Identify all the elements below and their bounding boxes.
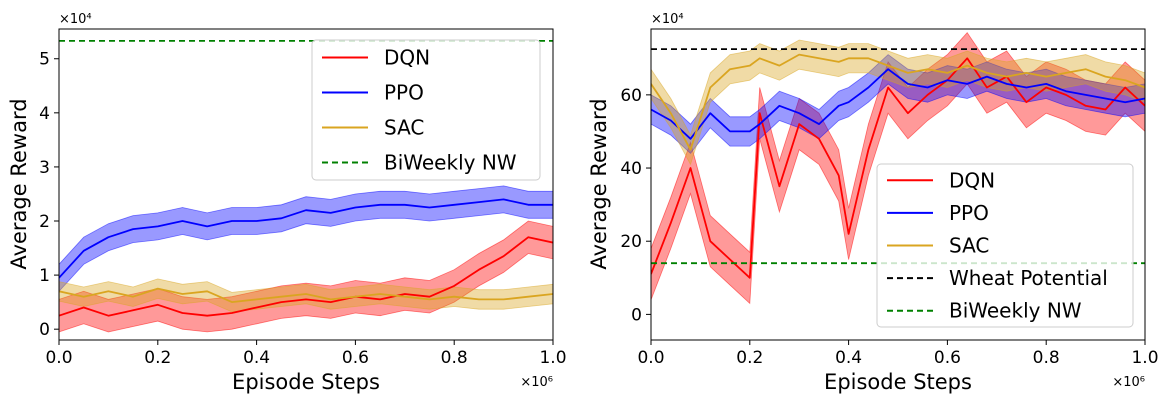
series-line-ppo — [651, 68, 1145, 140]
x-tick-label: 0.0 — [637, 348, 664, 368]
left-y-axis-label: Average Reward — [7, 98, 31, 269]
y-tick-label: 1 — [39, 266, 50, 286]
series-band-ppo — [651, 54, 1145, 154]
y-tick-label: 60 — [620, 86, 642, 106]
x-tick-label: 0.6 — [934, 348, 961, 368]
y-tick-label: 0 — [39, 320, 50, 340]
series-line-dqn — [59, 236, 553, 317]
left-x-multiplier: ×10⁶ — [520, 375, 553, 390]
x-tick-label: 0.0 — [45, 348, 72, 368]
right-plot-frame — [650, 28, 1146, 341]
legend-label-wheat: Wheat Potential — [949, 266, 1108, 290]
legend-label-biweekly: BiWeekly NW — [949, 299, 1082, 323]
y-tick-label: 0 — [631, 305, 642, 325]
left-y-multiplier: ×10⁴ — [59, 12, 92, 27]
series-band-sac — [651, 39, 1145, 166]
legend-label-sac: SAC — [949, 234, 989, 258]
series-band-sac — [59, 278, 553, 313]
y-tick-label: 5 — [39, 50, 50, 70]
y-tick-label: 40 — [620, 159, 642, 179]
legend-label-biweekly: BiWeekly NW — [384, 151, 517, 175]
x-tick-label: 0.6 — [342, 348, 369, 368]
series-line-ppo — [59, 198, 553, 279]
series-line-sac — [59, 287, 553, 304]
y-tick-label: 2 — [39, 212, 50, 232]
right-y-multiplier: ×10⁴ — [651, 12, 684, 27]
right-x-multiplier: ×10⁶ — [1112, 375, 1145, 390]
legend-box — [876, 163, 1134, 328]
right-y-axis-label: Average Reward — [587, 98, 611, 269]
legend-label-ppo: PPO — [384, 81, 424, 105]
series-line-sac — [651, 53, 1145, 151]
x-tick-label: 0.8 — [1033, 348, 1060, 368]
y-tick-label: 4 — [39, 104, 50, 124]
legend-label-dqn: DQN — [384, 46, 430, 70]
left-plot-frame — [58, 28, 554, 341]
right-x-axis-label: Episode Steps — [824, 370, 972, 394]
legend-label-dqn: DQN — [949, 168, 995, 192]
x-tick-label: 0.8 — [441, 348, 468, 368]
legend-label-sac: SAC — [384, 116, 424, 140]
x-tick-label: 0.4 — [243, 348, 270, 368]
x-tick-label: 0.2 — [736, 348, 763, 368]
x-tick-label: 1.0 — [1131, 348, 1158, 368]
x-tick-label: 1.0 — [539, 348, 566, 368]
series-band-ppo — [59, 185, 553, 292]
left-x-axis-label: Episode Steps — [232, 370, 380, 394]
series-band-dqn — [651, 32, 1145, 305]
right-chart-panel: 0.0 0.2 0.4 0.6 0.8 1.0 0 20 40 60 ×10⁴ ×10⁶ Epis… — [587, 12, 1159, 394]
left-chart-panel: 0.0 0.2 0.4 0.6 0.8 1.0 0 1 2 3 4 5 ×10⁴ ×10⁶ Episo… — [7, 12, 567, 394]
legend-box — [311, 39, 541, 181]
x-tick-label: 0.2 — [144, 348, 171, 368]
series-line-dqn — [651, 57, 1145, 279]
legend-label-ppo: PPO — [949, 201, 989, 225]
x-tick-label: 0.4 — [835, 348, 862, 368]
y-tick-label: 3 — [39, 158, 50, 178]
y-tick-label: 20 — [620, 232, 642, 252]
